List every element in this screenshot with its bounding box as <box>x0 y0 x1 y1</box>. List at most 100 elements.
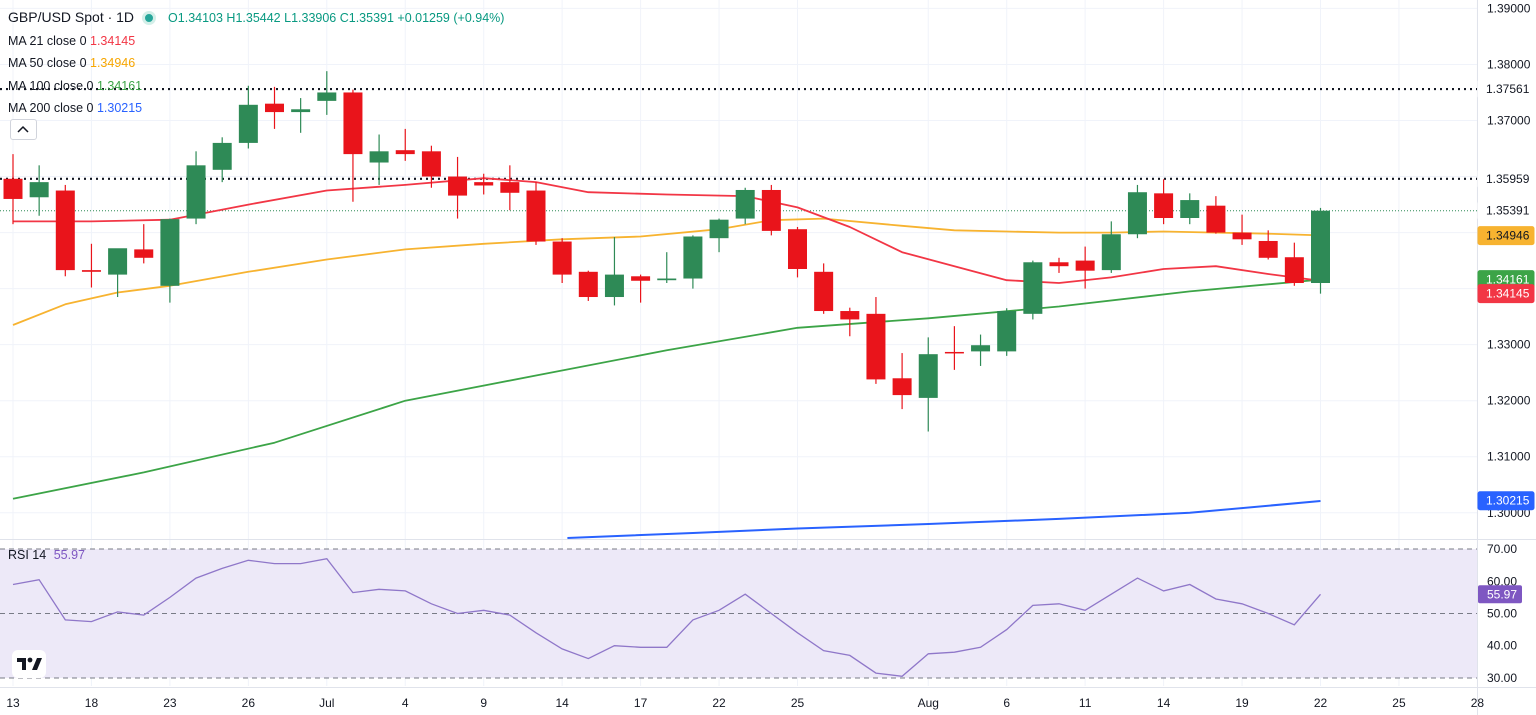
indicator-ma100[interactable]: MA 100 close 0 1.34161 <box>8 75 504 98</box>
time-tick-label: 17 <box>634 696 648 710</box>
time-tick-label: 4 <box>402 696 409 710</box>
time-tick-label: 14 <box>1157 696 1171 710</box>
indicator-ma50[interactable]: MA 50 close 0 1.34946 <box>8 52 504 75</box>
time-tick-label: 25 <box>1392 696 1406 710</box>
time-axis[interactable]: 13 18 23 26 Jul 4 9 14 17 22 25 Aug 6 11 14 19 22 25 28 <box>6 696 1484 710</box>
symbol-title[interactable]: GBP/USD Spot · 1D <box>8 9 135 25</box>
price-tag <box>1477 226 1535 246</box>
collapse-legend-button[interactable] <box>10 119 37 140</box>
candle-up <box>369 151 389 163</box>
time-tick-label: 26 <box>242 696 256 710</box>
candle-down <box>892 378 912 396</box>
price-tick-label: 1.39000 <box>1487 1 1531 15</box>
indicator-label: MA 100 close 0 <box>8 78 94 93</box>
candle-down <box>761 189 781 231</box>
tradingview-logo[interactable] <box>12 650 46 678</box>
symbol-row[interactable]: GBP/USD Spot · 1D O1.34103 H1.35442 L1.33… <box>8 6 504 30</box>
candle-down <box>3 178 23 199</box>
candle-up <box>735 189 755 219</box>
candle-down <box>1154 193 1174 219</box>
price-tick-label: 1.32000 <box>1487 394 1531 408</box>
time-tick-label: 25 <box>791 696 805 710</box>
price-tag-text: 1.34145 <box>1486 287 1530 301</box>
price-tag-text: 1.30215 <box>1486 494 1530 508</box>
rsi-value-tag <box>1478 585 1522 604</box>
rsi-tick-label: 40.00 <box>1487 639 1517 653</box>
candle-down <box>265 103 284 113</box>
indicator-value: 1.34145 <box>90 33 136 48</box>
time-tick-label: 11 <box>1079 696 1092 710</box>
rsi-value-tag-text: 55.97 <box>1487 587 1517 601</box>
candle-up <box>604 274 624 298</box>
rsi-band <box>0 548 1477 679</box>
candle-down <box>1284 257 1304 284</box>
candle-down <box>631 276 651 281</box>
indicator-label: MA 50 close 0 <box>8 56 87 71</box>
candle-down <box>866 313 886 380</box>
candle-up <box>212 142 232 170</box>
candle-up <box>291 109 311 113</box>
market-status-icon <box>142 10 157 25</box>
price-tag-text: 1.34161 <box>1486 273 1530 287</box>
price-tags: 1.37561 1.35959 1.35391 1.34946 1.341611.341… <box>1477 79 1535 511</box>
candle-down <box>500 182 520 193</box>
time-tick-label: 28 <box>1471 696 1485 710</box>
time-tick-label: Aug <box>918 696 939 710</box>
candle-down <box>840 311 860 320</box>
hline-price-tag-text: 1.37561 <box>1486 82 1530 96</box>
price-axis[interactable]: 1.390001.380001.370001.360001.350001.340… <box>1487 1 1531 519</box>
candle-down <box>526 190 546 242</box>
tradingview-logo-icon <box>17 657 42 670</box>
candle-down <box>1258 240 1278 258</box>
candle-up <box>108 248 128 275</box>
candle-down <box>81 270 101 272</box>
time-tick-label: 14 <box>555 696 569 710</box>
rsi-line <box>12 557 1321 677</box>
indicator-ma21[interactable]: MA 21 close 0 1.34145 <box>8 30 504 53</box>
rsi-value: 55.97 <box>53 548 85 562</box>
rsi-legend[interactable]: RSI 14 55.97 <box>8 548 85 562</box>
ma100-line <box>12 278 1321 500</box>
candle-up <box>160 219 180 286</box>
candle-up <box>997 311 1017 352</box>
price-tick-label: 1.37000 <box>1487 113 1531 127</box>
candle-up <box>918 354 938 398</box>
hline-price-tag <box>1477 169 1535 189</box>
time-tick-label: Jul <box>319 696 334 710</box>
indicator-value: 1.30215 <box>96 101 143 116</box>
candlesticks <box>3 71 1330 432</box>
indicator-label: MA 21 close 0 <box>8 33 87 48</box>
price-tag <box>1477 284 1535 304</box>
candle-down <box>1206 205 1226 233</box>
candle-up <box>657 278 677 281</box>
indicator-label: MA 200 close 0 <box>8 101 94 116</box>
candle-up <box>971 345 991 352</box>
price-tag <box>1477 201 1535 221</box>
ma200-line <box>567 500 1321 539</box>
time-tick-label: 9 <box>480 696 487 710</box>
candle-up <box>29 182 49 198</box>
time-tick-label: 22 <box>712 696 726 710</box>
candle-up <box>1311 210 1330 284</box>
rsi-tick-label: 60.00 <box>1487 574 1517 588</box>
candle-up <box>238 104 258 143</box>
candle-up <box>317 92 337 101</box>
rsi-label: RSI 14 <box>8 548 47 562</box>
price-tick-label: 1.33000 <box>1487 338 1531 352</box>
candle-down <box>1232 232 1252 240</box>
candle-down <box>1049 262 1069 267</box>
time-tick-label: 6 <box>1003 696 1010 710</box>
candle-up <box>1180 200 1200 219</box>
candle-down <box>448 176 468 196</box>
rsi-axis[interactable]: 70.00 60.00 50.00 40.00 30.00 55.97 <box>1478 542 1522 685</box>
candle-down <box>814 271 834 312</box>
indicator-ma200[interactable]: MA 200 close 0 1.30215 <box>8 97 504 120</box>
indicator-value: 1.34161 <box>96 78 143 93</box>
price-tag-text: 1.35391 <box>1486 204 1530 218</box>
price-tick-label: 1.38000 <box>1487 57 1531 71</box>
time-tick-label: 23 <box>163 696 177 710</box>
candle-down <box>552 241 572 275</box>
price-tick-label: 1.31000 <box>1487 450 1531 464</box>
candle-up <box>1023 262 1043 314</box>
